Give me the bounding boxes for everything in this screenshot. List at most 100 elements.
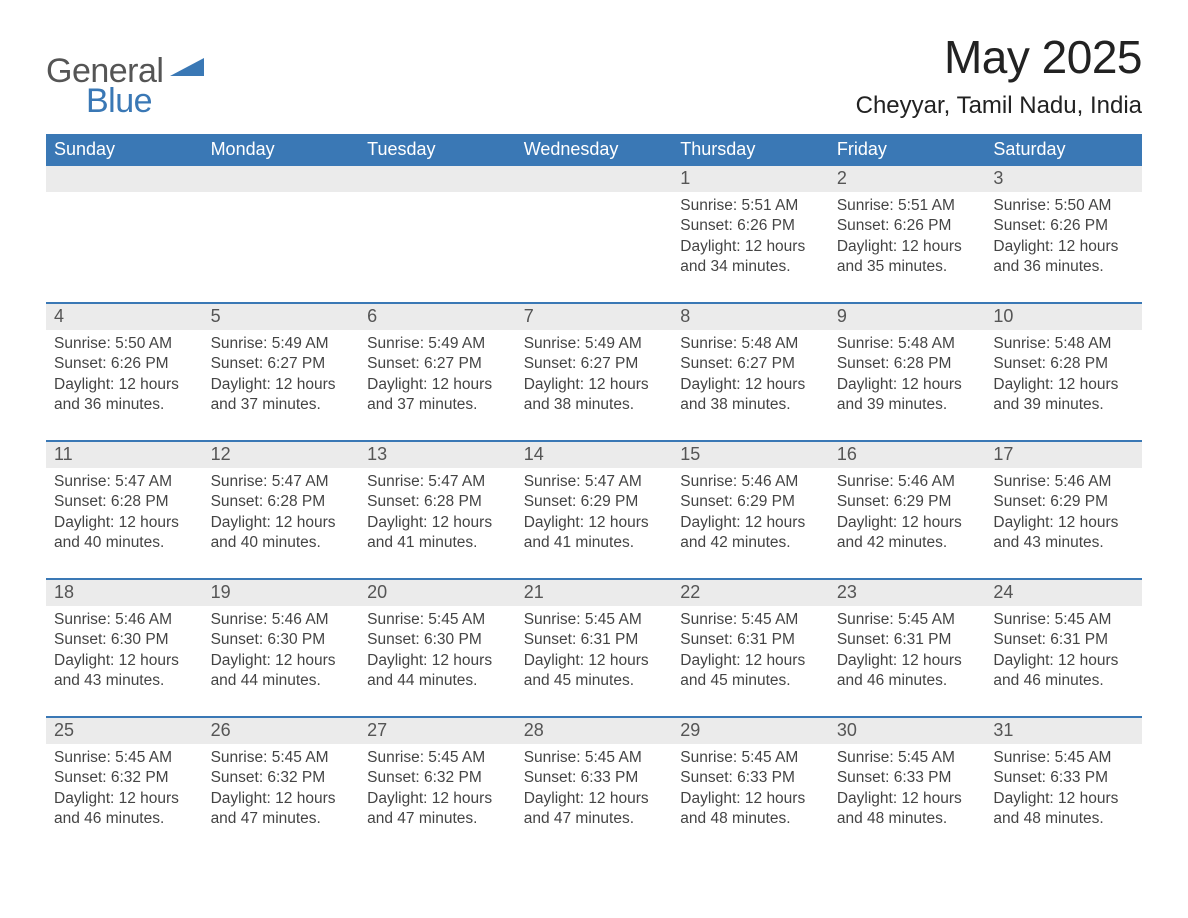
daylight-text: Daylight: 12 hours and 41 minutes. <box>367 513 508 554</box>
sunrise-text: Sunrise: 5:45 AM <box>367 610 508 630</box>
daylight-text: Daylight: 12 hours and 44 minutes. <box>367 651 508 692</box>
daylight-text: Daylight: 12 hours and 45 minutes. <box>680 651 821 692</box>
day-cell: Sunrise: 5:50 AMSunset: 6:26 PMDaylight:… <box>985 192 1142 288</box>
day-cell: Sunrise: 5:45 AMSunset: 6:33 PMDaylight:… <box>985 744 1142 840</box>
weekday-header: Friday <box>829 134 986 166</box>
sunset-text: Sunset: 6:30 PM <box>54 630 195 650</box>
sunset-text: Sunset: 6:28 PM <box>993 354 1134 374</box>
sunrise-text: Sunrise: 5:45 AM <box>524 748 665 768</box>
day-number: 12 <box>203 442 360 468</box>
day-body-row: Sunrise: 5:45 AMSunset: 6:32 PMDaylight:… <box>46 744 1142 840</box>
sunset-text: Sunset: 6:29 PM <box>993 492 1134 512</box>
sunrise-text: Sunrise: 5:51 AM <box>837 196 978 216</box>
day-number <box>359 166 516 192</box>
sunrise-text: Sunrise: 5:47 AM <box>524 472 665 492</box>
day-number: 28 <box>516 718 673 744</box>
day-cell: Sunrise: 5:45 AMSunset: 6:31 PMDaylight:… <box>985 606 1142 702</box>
day-cell: Sunrise: 5:45 AMSunset: 6:32 PMDaylight:… <box>46 744 203 840</box>
sunrise-text: Sunrise: 5:50 AM <box>993 196 1134 216</box>
day-number-row: 11121314151617 <box>46 442 1142 468</box>
sunrise-text: Sunrise: 5:45 AM <box>993 610 1134 630</box>
day-number: 21 <box>516 580 673 606</box>
daylight-text: Daylight: 12 hours and 35 minutes. <box>837 237 978 278</box>
sunset-text: Sunset: 6:33 PM <box>680 768 821 788</box>
daylight-text: Daylight: 12 hours and 48 minutes. <box>993 789 1134 830</box>
sunrise-text: Sunrise: 5:45 AM <box>211 748 352 768</box>
day-number: 3 <box>985 166 1142 192</box>
daylight-text: Daylight: 12 hours and 46 minutes. <box>993 651 1134 692</box>
sunrise-text: Sunrise: 5:49 AM <box>211 334 352 354</box>
daylight-text: Daylight: 12 hours and 47 minutes. <box>524 789 665 830</box>
calendar-week: 11121314151617Sunrise: 5:47 AMSunset: 6:… <box>46 440 1142 564</box>
day-number-row: 25262728293031 <box>46 718 1142 744</box>
sunset-text: Sunset: 6:27 PM <box>680 354 821 374</box>
day-number: 10 <box>985 304 1142 330</box>
day-cell <box>359 192 516 288</box>
weekday-header: Thursday <box>672 134 829 166</box>
sunrise-text: Sunrise: 5:45 AM <box>524 610 665 630</box>
calendar-week: 18192021222324 Sunrise: 5:46 AM Sunset: 6:… <box>46 578 1142 702</box>
day-number: 16 <box>829 442 986 468</box>
sunset-text: Sunset: 6:33 PM <box>993 768 1134 788</box>
day-number: 26 <box>203 718 360 744</box>
sunrise-text: Sunrise: 5:45 AM <box>367 748 508 768</box>
daylight-text: Daylight: 12 hours and 36 minutes. <box>54 375 195 416</box>
day-number: 14 <box>516 442 673 468</box>
sunset-text: Sunset: 6:26 PM <box>993 216 1134 236</box>
calendar-week: 25262728293031Sunrise: 5:45 AMSunset: 6:… <box>46 716 1142 840</box>
daylight-text: Daylight: 12 hours and 40 minutes. <box>211 513 352 554</box>
daylight-text: Daylight: 12 hours and 46 minutes. <box>54 789 195 830</box>
day-cell: Sunrise: 5:48 AMSunset: 6:28 PMDaylight:… <box>829 330 986 426</box>
day-body-row: Sunrise: 5:46 AM Sunset: 6:30 PM Daylight:… <box>46 606 1142 702</box>
sunset-text: Sunset: 6:28 PM <box>54 492 195 512</box>
sunrise-text: Sunrise: 5:45 AM <box>993 748 1134 768</box>
day-cell: Sunrise: 5:45 AMSunset: 6:33 PMDaylight:… <box>516 744 673 840</box>
daylight-text: Daylight: 12 hours and 47 minutes. <box>367 789 508 830</box>
sunset-text: Sunset: 6:29 PM <box>837 492 978 512</box>
sunset-text: Sunset: 6:26 PM <box>837 216 978 236</box>
sunrise-text: Sunrise: 5:48 AM <box>837 334 978 354</box>
day-cell: Sunrise: 5:46 AMSunset: 6:29 PMDaylight:… <box>985 468 1142 564</box>
day-number: 4 <box>46 304 203 330</box>
sunrise-text: Sunrise: 5:45 AM <box>54 748 195 768</box>
day-cell: Sunrise: 5:45 AMSunset: 6:32 PMDaylight:… <box>203 744 360 840</box>
day-cell: Sunrise: 5:45 AMSunset: 6:30 PMDaylight:… <box>359 606 516 702</box>
day-number-row: 123 <box>46 166 1142 192</box>
day-cell: Sunrise: 5:46 AMSunset: 6:29 PMDaylight:… <box>829 468 986 564</box>
daylight-text: Daylight: 12 hours and 41 minutes. <box>524 513 665 554</box>
sunrise-text: Sunrise: 5:46 AM <box>993 472 1134 492</box>
daylight-text: Daylight: 12 hours and 48 minutes. <box>837 789 978 830</box>
day-cell <box>46 192 203 288</box>
day-number: 29 <box>672 718 829 744</box>
brand-logo: General Blue <box>46 54 204 118</box>
sunrise-text: Sunrise: 5:45 AM <box>837 610 978 630</box>
sunset-text: Sunset: 6:28 PM <box>211 492 352 512</box>
calendar-week: 45678910Sunrise: 5:50 AMSunset: 6:26 PMD… <box>46 302 1142 426</box>
sunset-text: Sunset: 6:26 PM <box>680 216 821 236</box>
day-number: 24 <box>985 580 1142 606</box>
day-number: 5 <box>203 304 360 330</box>
daylight-text: Daylight: 12 hours and 38 minutes. <box>524 375 665 416</box>
daylight-text: Daylight: 12 hours and 47 minutes. <box>211 789 352 830</box>
day-number-row: 18192021222324 <box>46 580 1142 606</box>
day-cell: Sunrise: 5:51 AMSunset: 6:26 PMDaylight:… <box>829 192 986 288</box>
daylight-text: Daylight: 12 hours and 37 minutes. <box>367 375 508 416</box>
day-body-row: Sunrise: 5:50 AMSunset: 6:26 PMDaylight:… <box>46 330 1142 426</box>
day-cell: Sunrise: 5:45 AMSunset: 6:31 PMDaylight:… <box>829 606 986 702</box>
sunset-text: Sunset: 6:31 PM <box>680 630 821 650</box>
day-cell: Sunrise: 5:47 AMSunset: 6:28 PMDaylight:… <box>46 468 203 564</box>
weekday-header: Tuesday <box>359 134 516 166</box>
daylight-text: Daylight: 12 hours and 46 minutes. <box>837 651 978 692</box>
sunrise-text: Sunrise: 5:49 AM <box>367 334 508 354</box>
daylight-text: Daylight: 12 hours and 39 minutes. <box>993 375 1134 416</box>
day-cell: Sunrise: 5:46 AMSunset: 6:29 PMDaylight:… <box>672 468 829 564</box>
day-number: 23 <box>829 580 986 606</box>
sunset-text: Sunset: 6:33 PM <box>837 768 978 788</box>
sunset-text: Sunset: 6:32 PM <box>211 768 352 788</box>
sunrise-text: Sunrise: 5:46 AM <box>211 610 352 630</box>
day-number: 6 <box>359 304 516 330</box>
day-cell: Sunrise: 5:47 AMSunset: 6:29 PMDaylight:… <box>516 468 673 564</box>
day-number: 1 <box>672 166 829 192</box>
sunset-text: Sunset: 6:27 PM <box>211 354 352 374</box>
sunrise-text: Sunrise: 5:47 AM <box>211 472 352 492</box>
